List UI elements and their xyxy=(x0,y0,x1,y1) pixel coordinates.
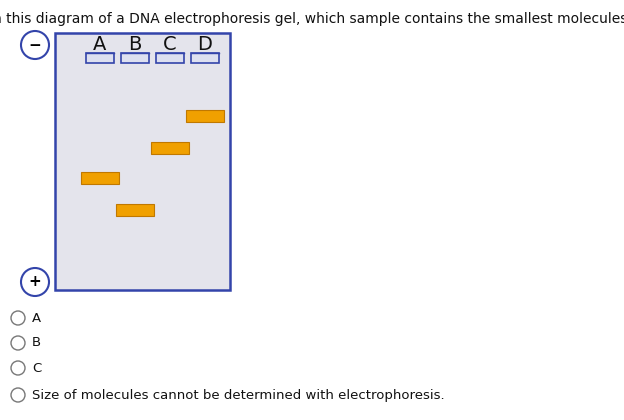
Bar xyxy=(191,53,219,63)
Circle shape xyxy=(11,311,25,325)
Bar xyxy=(86,53,114,63)
Text: D: D xyxy=(198,35,212,54)
Text: −: − xyxy=(29,37,41,52)
Text: C: C xyxy=(163,35,177,54)
Circle shape xyxy=(21,268,49,296)
Circle shape xyxy=(11,336,25,350)
Bar xyxy=(186,110,224,122)
Bar xyxy=(151,142,189,154)
Circle shape xyxy=(11,361,25,375)
Bar xyxy=(156,53,184,63)
Text: Size of molecules cannot be determined with electrophoresis.: Size of molecules cannot be determined w… xyxy=(32,388,445,402)
Text: +: + xyxy=(29,275,41,289)
Text: B: B xyxy=(32,336,41,349)
Bar xyxy=(55,33,230,290)
Bar xyxy=(81,172,119,184)
Text: B: B xyxy=(129,35,142,54)
Bar xyxy=(116,204,154,216)
Text: A: A xyxy=(94,35,107,54)
Text: In this diagram of a DNA electrophoresis gel, which sample contains the smallest: In this diagram of a DNA electrophoresis… xyxy=(0,12,624,26)
Text: C: C xyxy=(32,362,41,375)
Circle shape xyxy=(21,31,49,59)
Circle shape xyxy=(11,388,25,402)
Bar xyxy=(121,53,149,63)
Text: A: A xyxy=(32,312,41,325)
